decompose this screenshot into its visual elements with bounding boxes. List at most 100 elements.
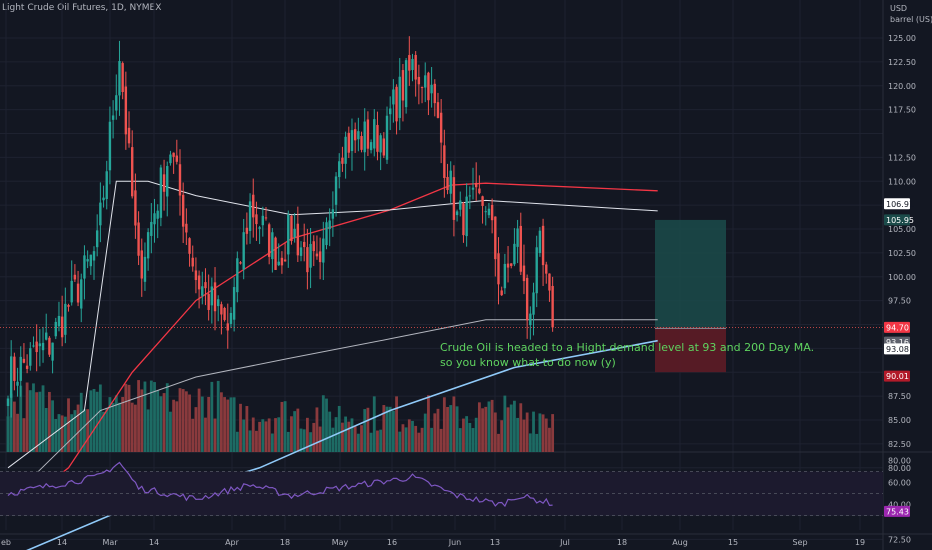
volume-bar (28, 390, 32, 452)
candle-body (328, 220, 331, 230)
volume-bar (191, 418, 195, 452)
volume-bar (341, 422, 344, 452)
volume-bar (455, 406, 459, 452)
rsi-line (7, 461, 553, 508)
candle-body (462, 203, 465, 236)
candle-body (490, 204, 494, 221)
volume-bar (267, 418, 271, 452)
price-axis-tick: 72.50 (888, 535, 911, 544)
candle-body (459, 200, 462, 210)
volume-bar (506, 407, 510, 452)
volume-bar (108, 397, 112, 452)
candle-body (92, 251, 96, 261)
candle-body (217, 299, 220, 307)
candle-body (232, 287, 236, 320)
price-axis[interactable]: USD barrel (US) 125.00 122.50 120.00 117.50… (888, 4, 932, 544)
volume-bar (105, 407, 109, 452)
candle-body (471, 187, 475, 190)
volume-bar (197, 388, 201, 452)
volume-bar (127, 384, 131, 452)
candle-body (353, 129, 357, 141)
volume-bar (76, 404, 80, 452)
candle-body (532, 292, 535, 315)
volume-bar (309, 432, 312, 452)
volume-bar (436, 408, 440, 452)
candle-body (38, 343, 42, 347)
volume-bar (484, 406, 488, 452)
volume-bar (143, 381, 147, 452)
volume-bar (449, 405, 453, 452)
volume-bar (423, 413, 427, 452)
candle-body (392, 89, 395, 105)
volume-bar (146, 409, 150, 452)
volume-bar (200, 396, 204, 452)
candle-body (443, 145, 446, 178)
price-badge-bg (884, 214, 910, 226)
volume-bar (274, 418, 277, 452)
candle-body (497, 253, 500, 285)
volume-bar (293, 411, 297, 452)
candle-body (478, 188, 481, 194)
price-axis-tick: 100.00 (888, 273, 916, 282)
candle-body (41, 342, 45, 351)
volume-bar (458, 428, 462, 452)
price-badge: 75.43 (884, 505, 910, 517)
candle-body (115, 95, 118, 111)
rsi-axis-tick: 80.00 (888, 457, 911, 466)
volume-bar (369, 432, 373, 452)
volume-bar (360, 425, 363, 452)
volume-bar (398, 431, 402, 452)
price-axis-tick: 82.50 (888, 440, 911, 449)
candle-body (274, 237, 277, 270)
volume-bar (16, 413, 19, 452)
price-axis-tick: 87.50 (888, 392, 911, 401)
time-axis-label: 16 (387, 538, 397, 547)
volume-bar (465, 416, 469, 452)
volume-bar (544, 418, 548, 452)
volume-bar (481, 408, 484, 452)
candle-body (366, 119, 370, 149)
candle-body (510, 263, 513, 266)
volume-bar (22, 418, 26, 452)
volume-bar (95, 391, 99, 452)
candle-body (290, 215, 293, 242)
volume-bar (258, 421, 262, 452)
candle-body (484, 211, 487, 213)
candle-body (6, 398, 10, 406)
time-axis-label: 14 (57, 538, 67, 547)
volume-bar (442, 397, 446, 452)
price-badge-label: 93.08 (886, 345, 909, 354)
volume-bar (41, 385, 45, 452)
candle-body (70, 280, 73, 303)
volume-bar (331, 427, 335, 452)
time-axis[interactable]: eb 14 Mar 14 Apr 18 May 16 Jun 13 Jul 18 Aug 15 Sep 19 (1, 538, 865, 547)
price-badge: 106.91 (884, 198, 914, 210)
candle-body (341, 157, 344, 164)
volume-bar (73, 410, 77, 452)
candle-body (395, 86, 398, 122)
trade-zones (655, 219, 726, 373)
candle-body (287, 214, 290, 255)
candle-body (146, 232, 150, 259)
candle-body (239, 262, 242, 264)
candle-body (16, 381, 19, 386)
volume-bar (207, 396, 211, 452)
price-axis-tick: 97.50 (888, 297, 911, 306)
candlesticks (6, 36, 554, 418)
rsi-panel: 80.00 60.00 40.00 (0, 457, 911, 516)
candle-body (538, 230, 542, 253)
candle-body (293, 228, 296, 238)
time-axis-label: 18 (280, 538, 290, 547)
volume-bar (19, 385, 23, 452)
volume-bar (169, 411, 172, 452)
candle-body (32, 345, 35, 347)
volume-bar (519, 403, 523, 452)
volume-bar (134, 404, 137, 452)
volume-bar (535, 433, 539, 452)
price-axis-tick: 122.50 (888, 58, 916, 67)
candle-body (105, 171, 108, 199)
rsi-axis-tick: 40.00 (888, 501, 911, 510)
volume-bar (239, 403, 242, 452)
candle-body (331, 209, 335, 219)
